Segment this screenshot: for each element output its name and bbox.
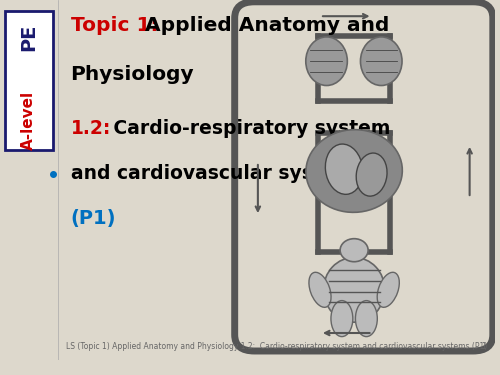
Text: PE: PE bbox=[19, 24, 38, 51]
Ellipse shape bbox=[306, 37, 348, 86]
Text: and cardiovascular systems: and cardiovascular systems bbox=[70, 164, 365, 183]
Ellipse shape bbox=[331, 301, 353, 337]
Text: 1.2:: 1.2: bbox=[70, 119, 111, 138]
Ellipse shape bbox=[360, 37, 402, 86]
Text: Physiology: Physiology bbox=[70, 65, 194, 84]
Ellipse shape bbox=[377, 272, 400, 308]
Ellipse shape bbox=[324, 257, 385, 322]
Circle shape bbox=[340, 238, 368, 262]
Text: Topic 1:: Topic 1: bbox=[70, 16, 158, 35]
Ellipse shape bbox=[326, 144, 363, 194]
Ellipse shape bbox=[309, 272, 331, 308]
Ellipse shape bbox=[356, 153, 387, 196]
Text: LS (Topic 1) Applied Anatomy and Physiology 1.2:  Cardio-respiratory system and : LS (Topic 1) Applied Anatomy and Physiol… bbox=[66, 342, 488, 351]
Ellipse shape bbox=[306, 130, 402, 212]
Text: A-level: A-level bbox=[21, 90, 36, 150]
FancyBboxPatch shape bbox=[4, 11, 53, 150]
Text: (P1): (P1) bbox=[70, 209, 116, 228]
Text: Applied Anatomy and: Applied Anatomy and bbox=[138, 16, 390, 35]
Text: 1: 1 bbox=[482, 342, 486, 351]
Text: Cardio-respiratory system: Cardio-respiratory system bbox=[107, 119, 391, 138]
Ellipse shape bbox=[356, 301, 378, 337]
